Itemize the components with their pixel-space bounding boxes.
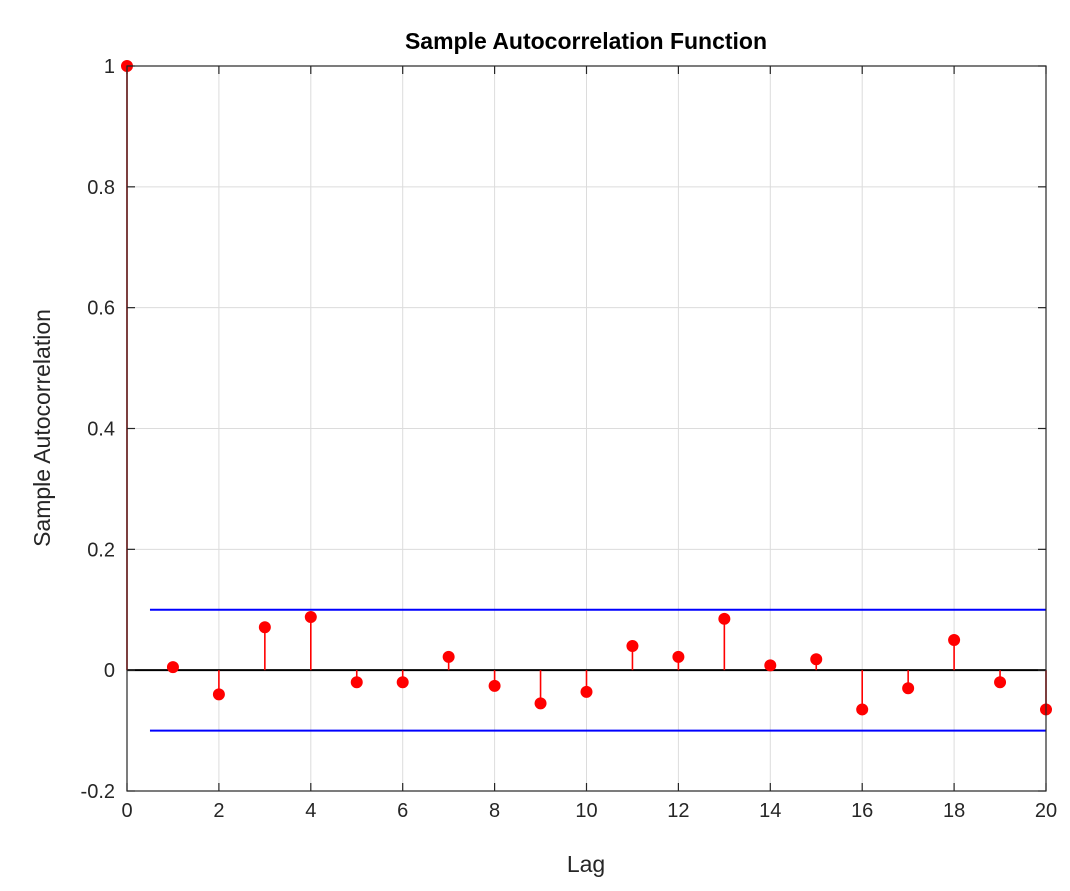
y-tick-label: 0 — [104, 660, 115, 682]
stem-marker — [718, 612, 731, 625]
confidence-bounds — [149, 608, 1046, 732]
x-tick-label: 14 — [759, 800, 781, 822]
y-axis-label: Sample Autocorrelation — [29, 309, 55, 547]
x-axis-label: Lag — [567, 851, 605, 877]
y-tick-label: 0.2 — [87, 539, 115, 561]
x-tick-label: 12 — [667, 800, 689, 822]
stem-marker — [212, 688, 225, 701]
x-tick-label: 4 — [305, 800, 316, 822]
x-tick-label: 2 — [213, 800, 224, 822]
stem-marker — [258, 621, 271, 634]
stem-marker — [350, 676, 363, 689]
x-tick-label: 10 — [575, 800, 597, 822]
chart-title: Sample Autocorrelation Function — [405, 28, 767, 54]
x-tick-label: 18 — [943, 800, 965, 822]
stem-marker — [534, 697, 547, 710]
stem-marker — [902, 682, 915, 695]
x-tick-label: 20 — [1035, 800, 1057, 822]
stem-marker — [672, 650, 685, 663]
stem-marker — [764, 659, 777, 672]
stem-marker — [442, 650, 455, 663]
stem-marker — [810, 653, 823, 666]
x-tick-label: 8 — [489, 800, 500, 822]
y-tick-label: 0.4 — [87, 419, 115, 441]
x-tick-label: 6 — [397, 800, 408, 822]
axis-ticks: 0 2 4 6 8 10 12 14 16 18 20 -0.2 0 0.2 0.4 0.6 0.8 1 — [81, 56, 1058, 822]
stem-marker — [580, 685, 593, 698]
stem-marker — [304, 611, 317, 623]
stem-marker — [166, 661, 179, 674]
y-tick-label: 1 — [104, 56, 115, 78]
stem-marker — [856, 703, 869, 716]
y-tick-label: 0.8 — [87, 177, 115, 199]
stem-marker — [948, 633, 961, 646]
y-tick-label: 0.6 — [87, 298, 115, 320]
x-tick-label: 16 — [851, 800, 873, 822]
x-tick-label: 0 — [121, 800, 132, 822]
stem-marker — [994, 676, 1007, 689]
y-tick-label: -0.2 — [81, 781, 115, 803]
stem-marker — [396, 676, 409, 689]
stem-marker — [488, 679, 501, 692]
stem-marker — [626, 640, 639, 652]
